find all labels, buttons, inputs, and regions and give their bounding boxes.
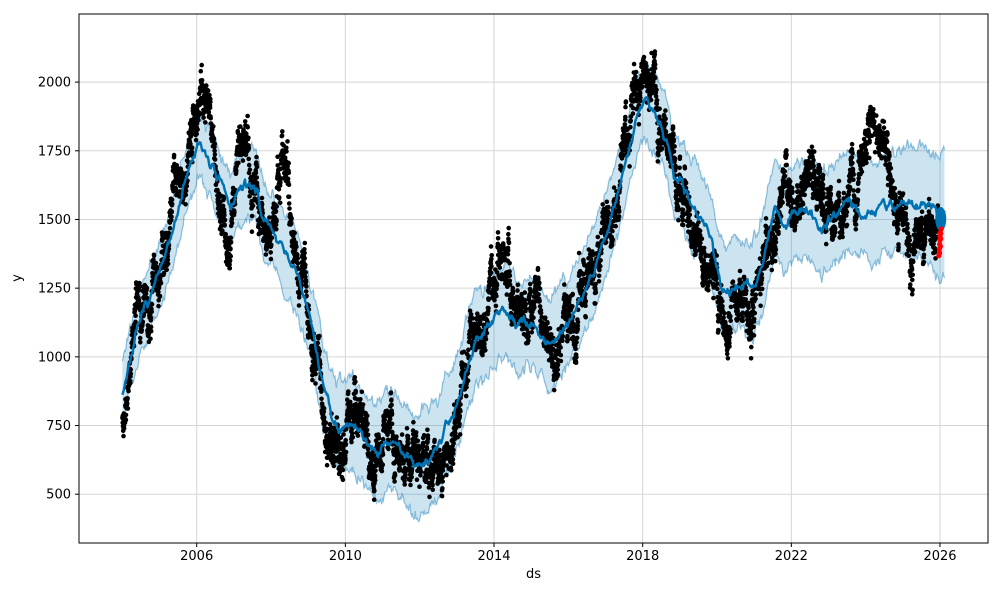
- x-tick-label: 2026: [923, 549, 956, 564]
- axes-spines: [78, 13, 989, 544]
- anomaly-point: [937, 243, 944, 249]
- y-tick-label: 1000: [38, 350, 71, 365]
- y-tick-label: 1250: [38, 282, 71, 297]
- y-tick-label: 1750: [38, 144, 71, 159]
- x-tick-label: 2018: [626, 549, 659, 564]
- y-axis-label: y: [10, 274, 25, 282]
- forecast-end-marker: [935, 206, 947, 231]
- y-tick-label: 2000: [38, 76, 71, 91]
- forecast-line: [121, 95, 946, 469]
- y-tick-label: 1500: [38, 213, 71, 228]
- anomaly-point: [938, 231, 944, 237]
- anomaly-point: [938, 236, 944, 242]
- anomaly-point: [938, 226, 944, 232]
- x-tick-label: 2006: [180, 549, 213, 564]
- y-tick-label: 750: [46, 419, 71, 434]
- y-tick-label: 500: [46, 488, 71, 503]
- x-tick-label: 2022: [775, 549, 808, 564]
- anomaly-point: [937, 250, 943, 256]
- plot-area: 2006 2010 2014 2018 2022 2026 500 750 1000 1250 15…: [38, 13, 989, 564]
- x-tick-label: 2010: [329, 549, 362, 564]
- uncertainty-band-edge: [121, 135, 946, 523]
- anomaly-points: [936, 226, 944, 259]
- x-tick-label: 2014: [477, 549, 510, 564]
- axis-ticks: 2006 2010 2014 2018 2022 2026 500 750 1000 1250 15…: [38, 76, 957, 564]
- x-axis-label: ds: [526, 567, 541, 582]
